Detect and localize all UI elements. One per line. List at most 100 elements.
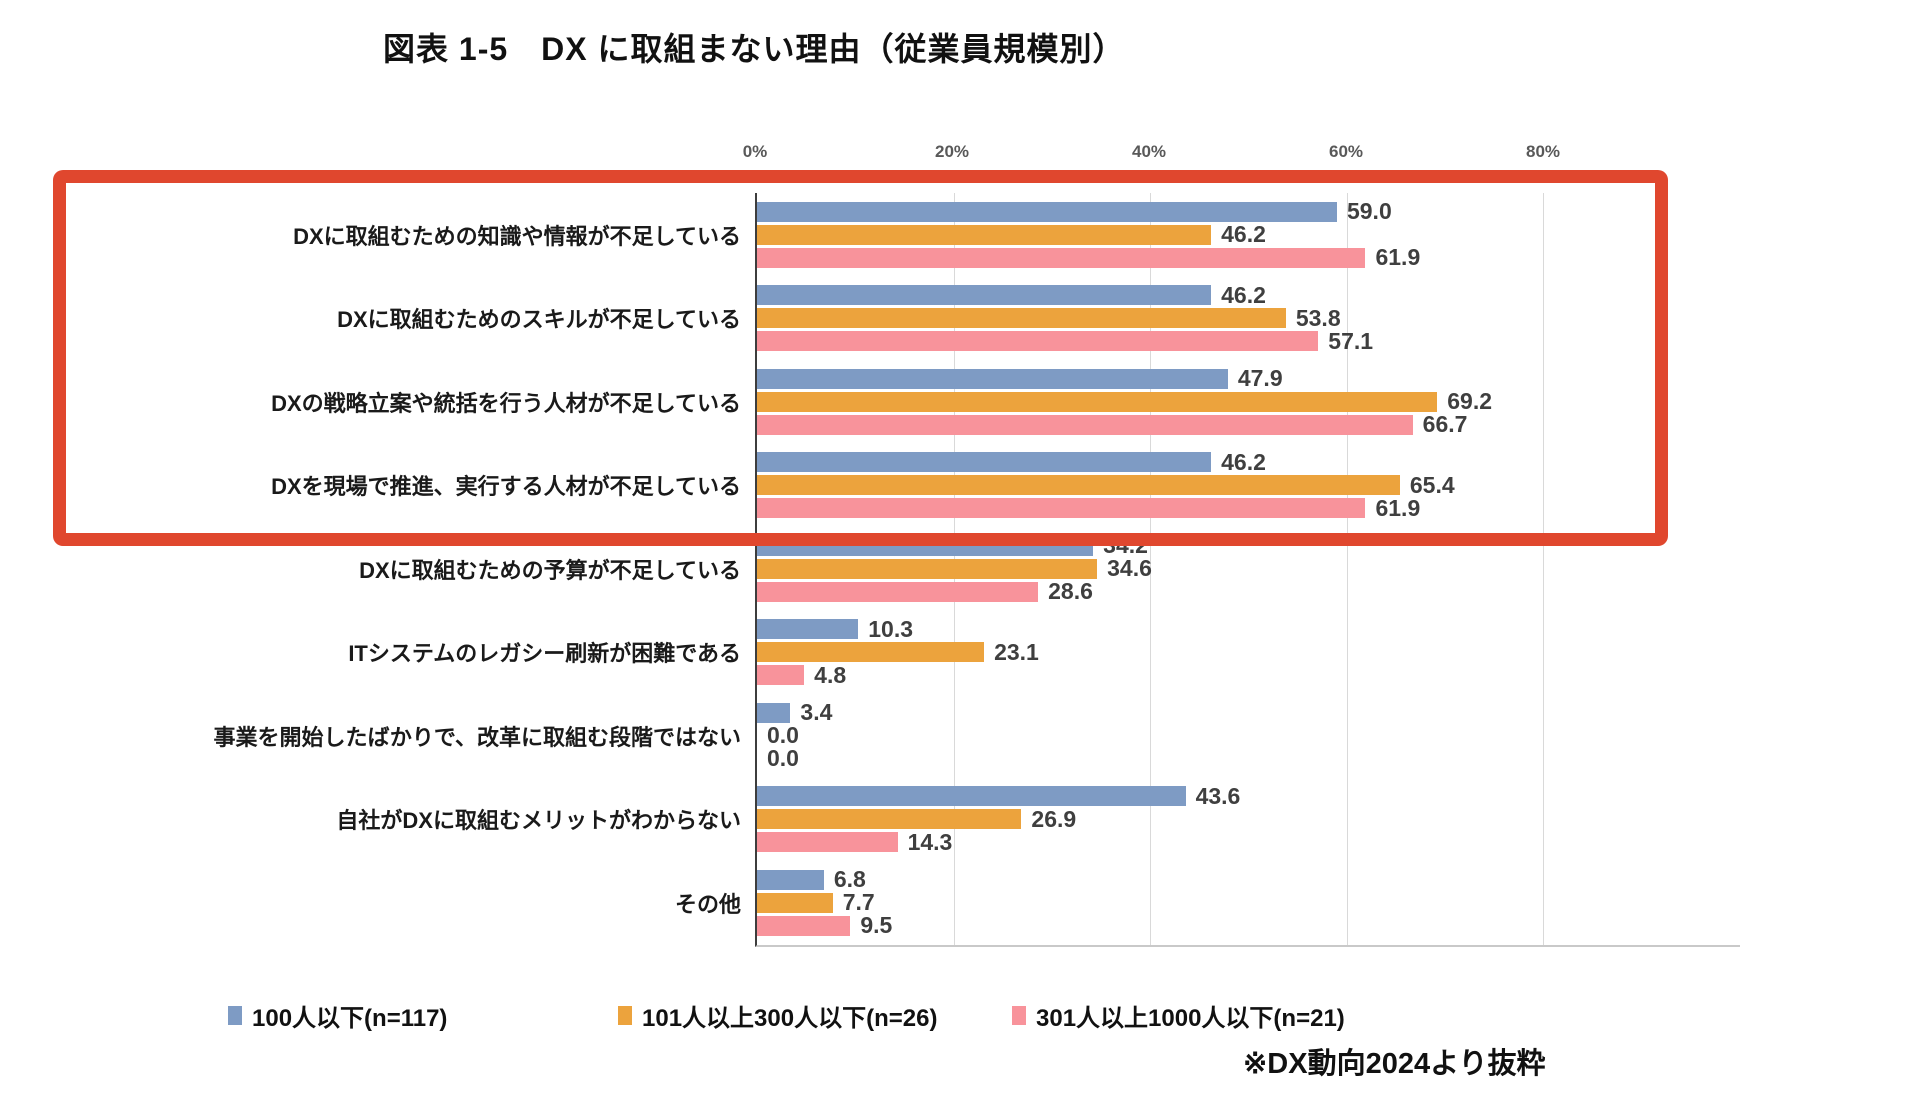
bar-group: 46.2 53.8 57.1 [757, 277, 1740, 361]
bar-line: 57.1 [757, 327, 1740, 354]
bar-group: 59.0 46.2 61.9 [757, 193, 1740, 277]
bar-series-1 [757, 892, 833, 913]
bar-line: 34.6 [757, 555, 1740, 582]
bar-line: 46.2 [757, 448, 1740, 475]
value-label: 7.7 [842, 889, 875, 916]
value-label: 26.9 [1031, 805, 1077, 832]
value-label: 69.2 [1447, 388, 1492, 415]
bar-series-0 [757, 869, 824, 890]
bar-line: 4.8 [757, 661, 1740, 688]
x-tick-label: 80% [1525, 142, 1561, 161]
bar-group: 47.9 69.2 66.7 [757, 360, 1740, 444]
bar-series-0 [757, 619, 859, 640]
category-label: 自社がDXに取組むメリットがわからない [336, 808, 741, 834]
bar-line: 65.4 [757, 473, 1740, 496]
category-label: 事業を開始したばかりで、改革に取組む段階ではない [213, 724, 741, 750]
gridline [1543, 193, 1545, 945]
category-label: DXに取組むための知識や情報が不足している [293, 223, 741, 249]
category-label: その他 [674, 891, 741, 917]
value-label: 57.1 [1328, 327, 1374, 354]
value-label: 59.0 [1346, 198, 1392, 225]
bar-chart: 0% 20% 40% 60% 80% DXに取組むための知識や情報が不足している DXに取… [50, 140, 1740, 947]
value-label: 0.0 [767, 722, 799, 749]
value-label: 28.6 [1048, 578, 1093, 605]
value-label: 47.9 [1237, 365, 1283, 392]
source-footnote: ※DX動向2024より抜粋 [1243, 1048, 1546, 1080]
bar-line: 7.7 [757, 889, 1740, 916]
bar-series-0 [757, 368, 1228, 389]
chart-title: 図表 1-5 DX に取組まない理由（従業員規模別） [383, 31, 1126, 67]
bar-series-0 [757, 786, 1186, 807]
value-label: 0.0 [767, 745, 799, 772]
bar-series-2 [757, 915, 851, 936]
legend-swatch [618, 1006, 632, 1025]
bar-group: 46.2 65.4 61.9 [757, 444, 1740, 528]
gridline [1150, 193, 1152, 945]
bar-line: 66.7 [757, 413, 1740, 436]
value-label: 6.8 [833, 866, 866, 893]
bar-line: 26.9 [757, 805, 1740, 832]
value-label: 46.2 [1221, 448, 1266, 475]
bar-line: 6.8 [757, 866, 1740, 893]
bar-series-2 [757, 832, 898, 853]
bar-group: 34.2 34.6 28.6 [757, 527, 1740, 611]
bar-line: 9.5 [757, 912, 1740, 939]
bar-line: 28.6 [757, 578, 1740, 605]
category-label: DXに取組むための予算が不足している [359, 557, 741, 583]
bar-line: 10.3 [757, 615, 1740, 642]
bar-series-1 [757, 642, 985, 663]
value-label: 34.2 [1103, 532, 1148, 559]
bar-line: 53.8 [757, 306, 1740, 329]
bar-series-2 [757, 665, 805, 686]
bar-line: 34.2 [757, 532, 1740, 559]
legend-label: 100人以下(n=117) [252, 1005, 448, 1032]
bar-series-0 [757, 702, 791, 723]
value-label: 46.2 [1221, 221, 1266, 248]
bar-group: 3.4 0.0 0.0 [757, 694, 1740, 778]
plot-area: 59.0 46.2 61.9 46.2 53.8 57.1 47.9 69.2 66.7 46.2… [755, 193, 1740, 947]
x-tick-label: 0% [742, 142, 768, 161]
value-label: 46.2 [1221, 281, 1266, 308]
bar-series-1 [757, 809, 1022, 830]
x-tick-label: 20% [934, 142, 970, 161]
x-tick-label: 60% [1328, 142, 1364, 161]
bar-line: 61.9 [757, 246, 1740, 269]
bar-series-1 [757, 558, 1098, 579]
bar-group: 6.8 7.7 9.5 [757, 861, 1740, 945]
bar-series-1 [757, 391, 1438, 412]
bar-line: 23.1 [757, 638, 1740, 665]
bar-series-1 [757, 224, 1212, 245]
bar-line: 3.4 [757, 701, 1740, 724]
legend-item: 101人以上300人以下(n=26) [618, 998, 937, 1033]
bar-series-1 [757, 475, 1400, 496]
bar-series-1 [757, 308, 1286, 329]
bar-series-0 [757, 535, 1094, 556]
bar-series-2 [757, 498, 1366, 519]
value-label: 23.1 [994, 638, 1039, 665]
bar-series-0 [757, 452, 1212, 473]
value-label: 14.3 [907, 828, 953, 855]
legend-item: 100人以下(n=117) [228, 998, 447, 1033]
bar-series-2 [757, 331, 1319, 352]
value-label: 34.6 [1107, 555, 1152, 582]
legend-item: 301人以上1000人以下(n=21) [1012, 998, 1345, 1033]
value-label: 10.3 [868, 615, 913, 642]
category-labels: DXに取組むための知識や情報が不足している DXに取組むためのスキルが不足している… [50, 193, 755, 947]
category-label: DXを現場で推進、実行する人材が不足している [271, 474, 741, 500]
category-label: ITシステムのレガシー刷新が困難である [348, 641, 741, 667]
x-axis: 0% 20% 40% 60% 80% [743, 140, 1740, 193]
value-label: 9.5 [860, 912, 893, 939]
legend: 100人以下(n=117) 101人以上300人以下(n=26) 301人以上100… [0, 998, 1920, 1042]
bar-line: 46.2 [757, 281, 1740, 308]
x-tick-label: 40% [1131, 142, 1167, 161]
value-label: 4.8 [814, 661, 847, 688]
gridline [1346, 193, 1348, 945]
bar-series-0 [757, 201, 1337, 222]
bar-line: 0.0 [757, 745, 1740, 772]
bar-line: 43.6 [757, 782, 1740, 809]
bar-line: 47.9 [757, 365, 1740, 392]
bar-series-2 [757, 247, 1366, 268]
category-label: DXの戦略立案や統括を行う人材が不足している [271, 390, 741, 416]
value-label: 43.6 [1195, 782, 1241, 809]
